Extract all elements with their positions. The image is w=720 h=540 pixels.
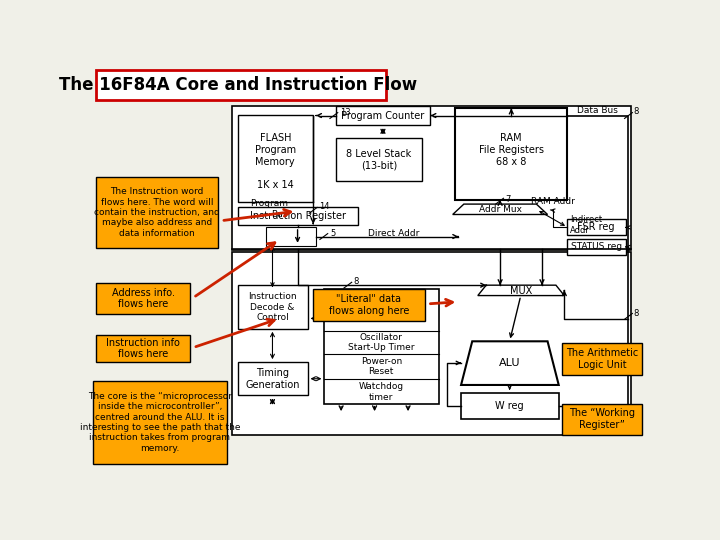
Text: "Literal" data
flows along here: "Literal" data flows along here (329, 294, 409, 316)
Bar (456, 109, 567, 200)
Bar (238, 114, 313, 202)
Text: Program Counter: Program Counter (341, 111, 425, 120)
Bar (562, 343, 642, 375)
Bar (96, 283, 190, 314)
Bar (93, 381, 227, 464)
Text: The Instruction word
flows here. The word will
contain the instruction, and
mayb: The Instruction word flows here. The wor… (94, 187, 220, 238)
Text: The 16F84A Core and Instruction Flow: The 16F84A Core and Instruction Flow (59, 76, 417, 94)
Text: 8: 8 (354, 278, 359, 286)
Bar (233, 106, 631, 250)
Text: W reg: W reg (495, 401, 524, 411)
Bar (336, 138, 422, 181)
Bar (96, 70, 386, 100)
Text: STATUS reg: STATUS reg (570, 242, 621, 252)
Text: RAM
File Registers
68 x 8: RAM File Registers 68 x 8 (479, 133, 544, 167)
Bar (336, 106, 431, 125)
Text: The “Working
Register”: The “Working Register” (569, 408, 635, 430)
Text: Instruction info
flows here: Instruction info flows here (106, 338, 180, 360)
Text: MUX: MUX (510, 286, 532, 295)
Polygon shape (478, 285, 564, 295)
Bar (233, 252, 631, 435)
Bar (567, 219, 626, 235)
Text: 14: 14 (319, 202, 329, 211)
Bar (567, 239, 626, 255)
Text: Power-on
Reset: Power-on Reset (361, 356, 402, 376)
Text: Instruction
Decode &
Control: Instruction Decode & Control (248, 292, 297, 322)
Text: 8 Level Stack
(13-bit): 8 Level Stack (13-bit) (346, 149, 412, 171)
Text: Indirect
Addr: Indirect Addr (570, 215, 602, 234)
Bar (96, 335, 190, 362)
Bar (96, 177, 218, 248)
Text: The Arithmetic
Logic Unit: The Arithmetic Logic Unit (566, 348, 638, 370)
Text: The core is the “microprocessor
inside the microcontroller”,
centred around the : The core is the “microprocessor inside t… (79, 392, 240, 453)
Bar (266, 227, 316, 246)
Text: Direct Addr: Direct Addr (369, 229, 420, 238)
Bar (238, 207, 358, 225)
Text: 13: 13 (340, 107, 351, 117)
Text: 7: 7 (505, 194, 510, 204)
Text: Watchdog
timer: Watchdog timer (359, 382, 404, 402)
Text: Data Bus: Data Bus (577, 106, 618, 114)
Text: 5: 5 (330, 229, 336, 238)
Bar (562, 404, 642, 435)
Text: Oscillator
Start-Up Timer: Oscillator Start-Up Timer (348, 333, 415, 352)
Text: 1K x 14: 1K x 14 (257, 180, 294, 191)
Text: Program
Bus: Program Bus (250, 199, 288, 219)
Text: FLASH
Program
Memory: FLASH Program Memory (255, 133, 296, 167)
Bar (238, 362, 307, 395)
Text: ALU: ALU (499, 358, 521, 368)
Text: FSR reg: FSR reg (577, 222, 615, 232)
Text: Address info.
flows here: Address info. flows here (112, 288, 174, 309)
Text: 8: 8 (634, 107, 639, 116)
Text: Timing
Generation: Timing Generation (246, 368, 300, 389)
Bar (238, 285, 307, 329)
Text: Instruction Register: Instruction Register (250, 211, 346, 221)
Bar (324, 289, 438, 404)
Text: 8: 8 (634, 309, 639, 318)
Text: Power-up
Timer: Power-up Timer (361, 296, 402, 316)
Bar (461, 393, 559, 419)
Text: RAM Addr: RAM Addr (531, 197, 575, 206)
Text: Addr Mux: Addr Mux (479, 205, 521, 214)
Bar (313, 289, 425, 321)
Polygon shape (453, 204, 547, 214)
Polygon shape (461, 341, 559, 385)
